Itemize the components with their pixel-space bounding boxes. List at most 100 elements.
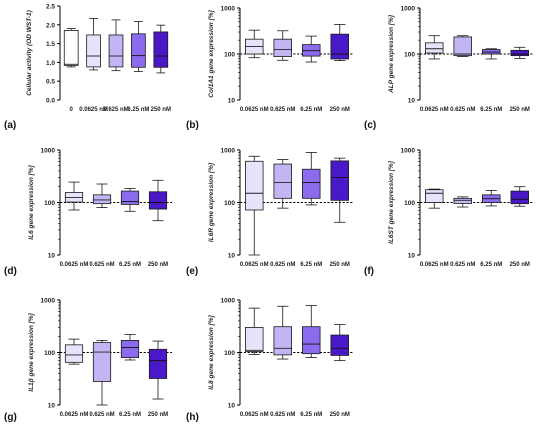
box-iqr — [64, 344, 84, 363]
y-tick-label: 1000 — [221, 6, 236, 13]
box-iqr — [273, 38, 292, 57]
x-category-label: 0.625 nM — [270, 107, 295, 113]
box-2 — [273, 159, 292, 209]
y-tick-label: 100 — [224, 350, 235, 357]
panel-label: (b) — [186, 120, 199, 131]
box-iqr — [120, 340, 140, 358]
box-iqr — [330, 160, 349, 201]
panel-label: (d) — [4, 266, 17, 277]
x-category-label: 250 nM — [151, 107, 171, 113]
x-category-label: 6.25 nM — [300, 262, 322, 268]
panel-label: (e) — [186, 266, 198, 277]
y-tick-label: 100 — [44, 350, 55, 357]
y-tick-label: 10 — [228, 253, 236, 260]
x-category-label: 0.625 nM — [270, 412, 295, 418]
box-1 — [245, 155, 264, 256]
box-iqr — [302, 326, 321, 355]
box-1 — [245, 307, 264, 355]
x-category-label: 0.0625 nM — [420, 262, 449, 268]
box-3 — [302, 304, 321, 358]
y-tick-label: 10 — [48, 253, 56, 260]
y-tick-label: 0.0 — [46, 98, 55, 105]
box-iqr — [63, 30, 79, 66]
box-iqr — [245, 327, 264, 352]
y-tick-label: 1.0 — [46, 60, 55, 67]
x-category-label: 0.625 nM — [270, 262, 295, 268]
box-3 — [120, 188, 140, 212]
box-iqr — [453, 197, 472, 204]
y-axis-label: IL6 gene expression [%] — [28, 164, 35, 239]
y-axis-label: IL1β gene expression [%] — [28, 312, 35, 391]
box-1 — [64, 338, 84, 365]
y-tick-label: 100 — [224, 200, 235, 207]
y-tick-label: 10 — [228, 98, 236, 105]
x-category-label: 250 nM — [510, 262, 530, 268]
panel-label: (a) — [4, 120, 16, 131]
chart-panel-7: 10 100 1000 IL1β gene expression [%] 0.0625 … — [4, 298, 172, 423]
y-tick-label: 10 — [408, 98, 416, 105]
y-tick-label: 1000 — [221, 298, 236, 305]
box-iqr — [153, 31, 169, 68]
x-category-label: 0.0625 nM — [60, 412, 89, 418]
box-4 — [330, 324, 349, 362]
box-4 — [148, 340, 168, 400]
box-1 — [245, 29, 264, 59]
y-tick-label: 1000 — [41, 148, 56, 155]
x-category-label: 250 nM — [330, 262, 350, 268]
box-iqr — [510, 49, 529, 57]
y-tick-label: 10 — [408, 253, 416, 260]
x-category-label: 0.625 nM — [89, 262, 114, 268]
chart-panel-5: 10 100 1000 IL6R gene expression [%] 0.0625 … — [186, 148, 354, 277]
y-tick-label: 100 — [404, 200, 415, 207]
box-iqr — [330, 334, 349, 356]
box-iqr — [302, 168, 321, 199]
x-category-label: 6.25 nM — [127, 107, 149, 113]
box-iqr — [86, 34, 101, 68]
x-category-label: 6.25 nM — [300, 107, 322, 113]
x-category-label: 0 — [70, 107, 74, 113]
y-tick-label: 100 — [404, 52, 415, 59]
x-category-label: 0.625 nM — [450, 107, 475, 113]
box-iqr — [425, 42, 444, 54]
y-tick-label: 2.5 — [46, 4, 55, 11]
y-tick-label: 100 — [224, 52, 235, 59]
box-3 — [108, 19, 124, 72]
x-category-label: 250 nM — [148, 412, 168, 418]
x-category-label: 0.0625 nM — [240, 107, 269, 113]
chart-panel-3: 10 100 1000 ALP gene expression [%] 0.0625 n… — [364, 6, 534, 131]
box-iqr — [273, 326, 292, 356]
chart-panel-8: 10 100 1000 IL8 gene expression [%] 0.0625 n… — [186, 298, 354, 423]
box-4 — [510, 46, 529, 59]
box-3 — [482, 190, 501, 207]
box-3 — [120, 334, 140, 361]
y-axis-label: ALP gene expression [%] — [388, 14, 395, 94]
box-iqr — [273, 163, 292, 199]
x-category-label: 0.0625 nM — [60, 262, 89, 268]
y-tick-label: 0.5 — [46, 79, 55, 86]
box-4 — [148, 179, 168, 222]
y-tick-label: 1000 — [221, 148, 236, 155]
box-4 — [131, 21, 146, 72]
box-3 — [302, 35, 321, 63]
x-category-label: 0.625 nM — [103, 107, 128, 113]
y-tick-label: 2.0 — [46, 22, 55, 29]
box-iqr — [108, 34, 124, 68]
box-5 — [153, 24, 169, 74]
box-iqr — [92, 342, 112, 382]
y-axis-label: Cellular activity (OD WST-1) — [26, 10, 33, 96]
x-category-label: 6.25 nM — [119, 262, 141, 268]
y-tick-label: 10 — [228, 403, 236, 410]
box-4 — [330, 24, 349, 61]
box-2 — [273, 305, 292, 360]
x-category-label: 250 nM — [510, 107, 530, 113]
box-2 — [453, 196, 472, 208]
box-iqr — [148, 191, 168, 210]
chart-panel-4: 10 100 1000 IL6 gene expression [%] 0.0625 n… — [4, 148, 172, 277]
x-category-label: 6.25 nM — [300, 412, 322, 418]
chart-panel-1: 0.0 0.5 1.0 1.5 2.0 2.5 Cellular activity (OD … — [4, 4, 171, 132]
box-3 — [482, 48, 501, 60]
box-iqr — [245, 160, 264, 211]
x-category-label: 0.0625 nM — [240, 262, 269, 268]
x-category-label: 250 nM — [330, 412, 350, 418]
box-iqr — [425, 189, 444, 203]
